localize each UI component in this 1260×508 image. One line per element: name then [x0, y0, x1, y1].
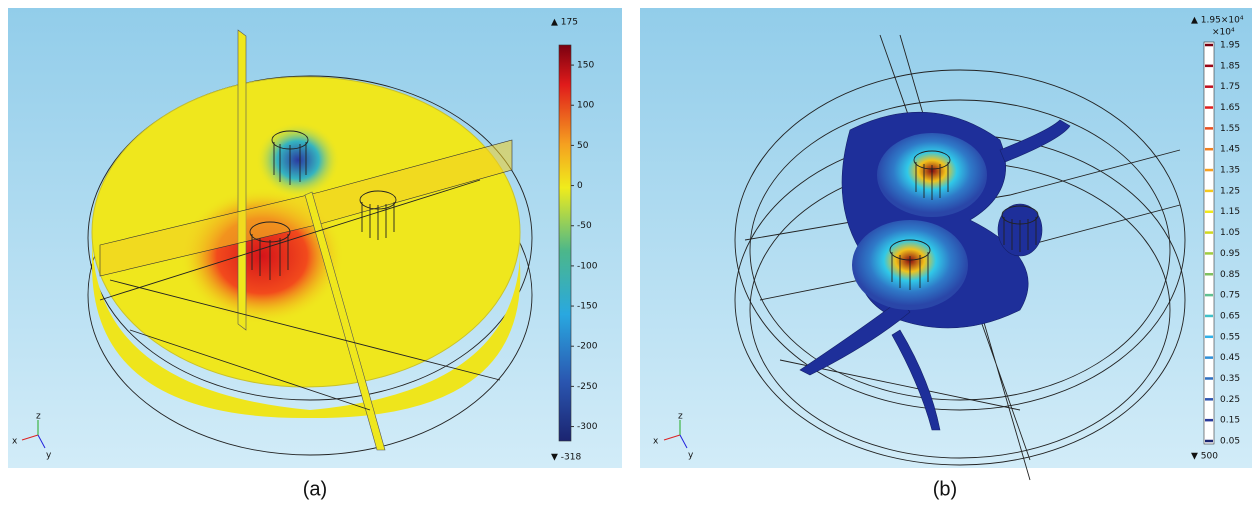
- colorbar-tick-label: 0.75: [1220, 291, 1240, 301]
- colorbar-tick-label: -150: [577, 302, 598, 312]
- colorbar-tick-label: 0.25: [1220, 395, 1240, 405]
- colorbar-tick-label: 0.45: [1220, 353, 1240, 363]
- colorbar-tick-label: 0.05: [1220, 437, 1240, 447]
- colorbar-tick-label: -300: [577, 422, 598, 432]
- colorbar-tick-label: 1.35: [1220, 166, 1240, 176]
- caption: (a): [303, 478, 327, 500]
- colorbar-tick-label: 1.85: [1220, 61, 1240, 71]
- colorbar-tick-label: 0.55: [1220, 332, 1240, 342]
- colorbar-tick-label: 1.25: [1220, 186, 1240, 196]
- plane: [238, 30, 246, 330]
- colorbar-tick-label: 150: [577, 61, 594, 71]
- colorbar-min: ▼ -318: [551, 453, 581, 463]
- colorbar-tick-label: -250: [577, 382, 598, 392]
- colorbar-max: ▲ 1.95×10⁴: [1191, 16, 1244, 26]
- colorbar-tick-label: 1.75: [1220, 82, 1240, 92]
- colorbar-tick-label: 50: [577, 141, 589, 151]
- colorbar-tick-label: 0.35: [1220, 374, 1240, 384]
- colorbar-tick-label: 100: [577, 101, 594, 111]
- colorbar-unit: ×10⁴: [1212, 28, 1235, 38]
- panel-a: x y z ▲ 175 ▼ -318 (a): [8, 8, 622, 500]
- axis-label: y: [46, 451, 52, 461]
- colorbar-tick-label: 0.95: [1220, 249, 1240, 259]
- colorbar-tick-label: 1.15: [1220, 207, 1240, 217]
- colorbar: [559, 45, 571, 441]
- colorbar-tick-label: 0: [577, 181, 583, 191]
- axis-label: x: [12, 437, 18, 447]
- colorbar-tick-label: -50: [577, 221, 592, 231]
- colorbar: [1204, 42, 1214, 444]
- colorbar-tick-label: 0.85: [1220, 270, 1240, 280]
- axis-label: y: [688, 451, 694, 461]
- colorbar-tick-label: 1.45: [1220, 145, 1240, 155]
- colorbar-tick-label: 0.15: [1220, 416, 1240, 426]
- colorbar-tick-label: 1.55: [1220, 124, 1240, 134]
- colorbar-min: ▼ 500: [1191, 452, 1218, 462]
- axis-label: z: [678, 412, 683, 422]
- caption: (b): [933, 478, 957, 500]
- figure: x y z ▲ 175 ▼ -318 (a) x y z ▲ 1.95×10⁴ …: [0, 0, 1260, 504]
- axis-label: x: [653, 437, 659, 447]
- colorbar-tick-label: 1.05: [1220, 228, 1240, 238]
- colorbar-tick-label: -200: [577, 342, 598, 352]
- axis-label: z: [36, 412, 41, 422]
- colorbar-tick-label: 1.65: [1220, 103, 1240, 113]
- colorbar-tick-label: 1.95: [1220, 41, 1240, 51]
- colorbar-max: ▲ 175: [551, 18, 578, 28]
- field-low: [256, 122, 340, 198]
- colorbar-tick-label: -100: [577, 261, 598, 271]
- panel-b: x y z ▲ 1.95×10⁴ ×10⁴ ▼ 500 (b): [640, 8, 1252, 500]
- colorbar-tick-label: 0.65: [1220, 311, 1240, 321]
